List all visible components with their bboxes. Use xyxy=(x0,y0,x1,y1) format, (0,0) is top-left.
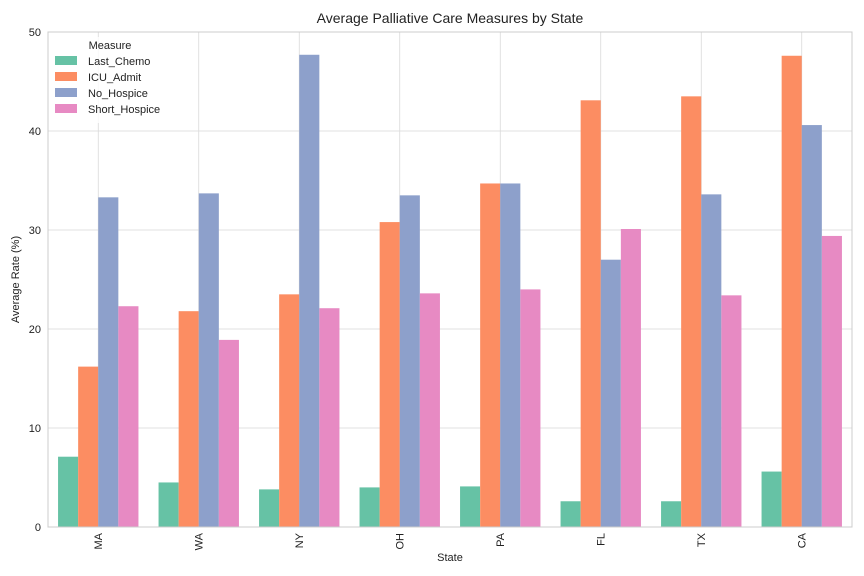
chart-title: Average Palliative Care Measures by Stat… xyxy=(317,10,584,26)
y-tick-label: 0 xyxy=(35,522,41,534)
y-tick-label: 10 xyxy=(29,423,41,435)
bar-no-hospice-pa xyxy=(500,183,521,527)
bar-no-hospice-tx xyxy=(701,194,722,528)
legend: Measure Last_Chemo ICU_Admit No_Hospice Sho… xyxy=(53,37,171,123)
bar-icu-admit-fl xyxy=(580,100,601,527)
bar-short-hospice-pa xyxy=(520,289,541,527)
legend-swatch xyxy=(55,88,77,97)
bar-short-hospice-wa xyxy=(218,339,239,527)
legend-swatch xyxy=(55,56,77,65)
bar-icu-admit-pa xyxy=(480,183,501,527)
bar-short-hospice-ca xyxy=(821,235,842,527)
y-tick-label: 20 xyxy=(29,324,41,336)
bar-last-chemo-fl xyxy=(560,501,581,527)
bar-last-chemo-ny xyxy=(259,489,280,527)
y-tick-label: 30 xyxy=(29,225,41,237)
bars xyxy=(58,54,842,528)
legend-label: Last_Chemo xyxy=(88,56,150,68)
y-tick-labels: 0 10 20 30 40 50 xyxy=(29,27,41,534)
bar-short-hospice-tx xyxy=(721,295,742,527)
bar-no-hospice-wa xyxy=(198,193,219,527)
x-tick-label: NY xyxy=(294,532,306,548)
bar-icu-admit-ny xyxy=(279,294,300,527)
legend-swatch xyxy=(55,72,77,81)
bar-short-hospice-ma xyxy=(118,306,139,527)
bar-short-hospice-oh xyxy=(419,293,440,527)
bar-short-hospice-ny xyxy=(319,308,340,527)
x-tick-label: FL xyxy=(596,533,608,546)
bar-icu-admit-ma xyxy=(78,366,99,527)
bar-last-chemo-tx xyxy=(661,501,682,527)
legend-title: Measure xyxy=(89,40,132,52)
bar-icu-admit-oh xyxy=(379,222,400,527)
bar-last-chemo-ca xyxy=(761,471,782,527)
bar-icu-admit-tx xyxy=(681,96,702,527)
x-tick-label: CA xyxy=(797,532,809,548)
y-axis-label: Average Rate (%) xyxy=(10,236,22,323)
legend-label: No_Hospice xyxy=(88,88,148,100)
bar-last-chemo-oh xyxy=(359,487,380,527)
x-tick-label: PA xyxy=(495,532,507,547)
bar-icu-admit-ca xyxy=(781,55,802,527)
x-axis-label: State xyxy=(437,552,463,564)
y-tick-label: 50 xyxy=(29,27,41,39)
bar-no-hospice-ny xyxy=(299,54,320,528)
bar-no-hospice-oh xyxy=(399,195,420,527)
legend-swatch xyxy=(55,104,77,113)
x-tick-label: MA xyxy=(93,532,105,549)
bar-last-chemo-wa xyxy=(158,482,179,527)
bar-short-hospice-fl xyxy=(620,229,641,527)
bar-no-hospice-ma xyxy=(98,197,119,527)
bar-last-chemo-pa xyxy=(460,486,481,527)
bar-last-chemo-ma xyxy=(58,456,79,527)
bar-no-hospice-fl xyxy=(600,259,621,527)
y-tick-label: 40 xyxy=(29,126,41,138)
bar-no-hospice-ca xyxy=(801,125,822,527)
x-tick-label: TX xyxy=(696,532,708,547)
plot-frame xyxy=(47,31,853,528)
x-tick-label: OH xyxy=(395,533,407,550)
legend-label: Short_Hospice xyxy=(88,104,160,116)
x-tick-labels: MA WA NY OH PA FL TX CA xyxy=(93,532,809,550)
x-tick-label: WA xyxy=(194,532,206,550)
bar-icu-admit-wa xyxy=(178,311,199,527)
legend-label: ICU_Admit xyxy=(88,72,141,84)
